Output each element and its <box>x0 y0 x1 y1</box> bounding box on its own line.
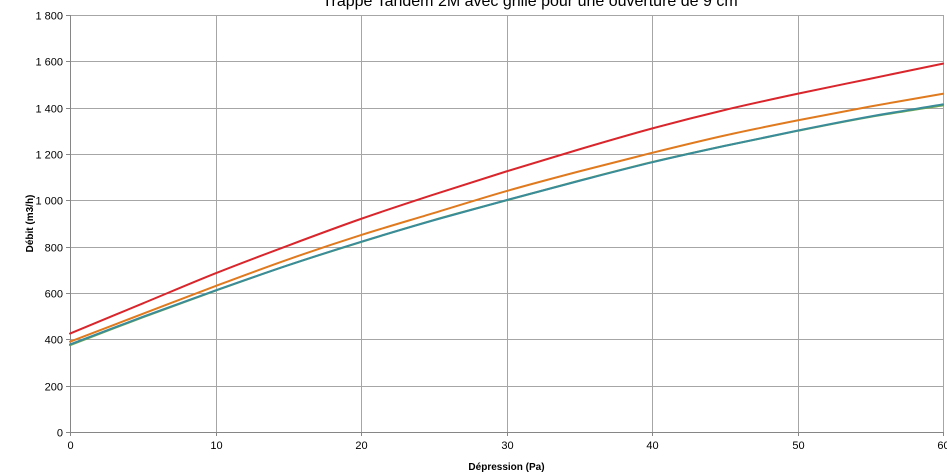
x-tick-label: 40 <box>646 440 658 452</box>
x-axis-title: Dépression (Pa) <box>468 462 544 473</box>
y-tick-label: 1 200 <box>35 150 63 162</box>
y-tick-label: 400 <box>45 335 63 347</box>
y-tick-label: 600 <box>45 289 63 301</box>
series-line-3 <box>69 104 944 347</box>
y-tick-label: 1 000 <box>35 196 63 208</box>
tick-labels: 0 200 400 600 800 1 000 1 200 1 400 1 600 1 800 0 1… <box>35 11 947 453</box>
chart-title: Trappe Tandem 2M avec grille pour une ou… <box>322 0 737 10</box>
y-tick-label: 800 <box>45 243 63 255</box>
x-tick-label: 30 <box>501 440 513 452</box>
series-line-1 <box>69 62 944 335</box>
y-tick-label: 1 800 <box>35 11 63 23</box>
x-tick-label: 10 <box>210 440 222 452</box>
axes <box>66 15 944 436</box>
x-tick-label: 50 <box>792 440 804 452</box>
grid <box>70 15 944 433</box>
x-tick-label: 0 <box>67 440 73 452</box>
y-axis-title: Débit (m3/h) <box>25 195 36 253</box>
y-tick-label: 200 <box>45 382 63 394</box>
series-group <box>69 62 944 347</box>
x-tick-label: 60 <box>937 440 947 452</box>
series-line-4 <box>69 103 944 346</box>
y-tick-label: 1 400 <box>35 104 63 116</box>
x-tick-label: 20 <box>355 440 367 452</box>
y-tick-label: 0 <box>57 428 63 440</box>
y-tick-label: 1 600 <box>35 57 63 69</box>
series-line-2 <box>69 92 944 343</box>
